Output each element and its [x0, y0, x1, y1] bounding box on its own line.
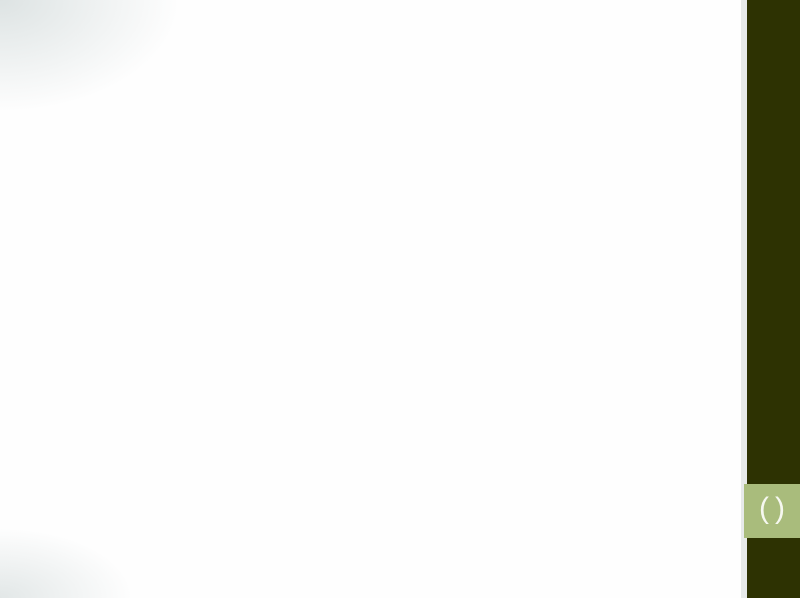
surface-plot-top-right — [380, 86, 726, 336]
left-bracket-icon: ( — [759, 492, 769, 525]
right-bracket-icon: ) — [775, 492, 785, 525]
surface-plot-canvas — [380, 86, 726, 336]
surface-plot-canvas — [30, 86, 376, 336]
surface-plot-top-left — [30, 86, 376, 336]
surface-plot-canvas — [380, 348, 726, 598]
surface-plot-canvas — [30, 348, 376, 598]
surface-plot-bottom-left — [30, 348, 376, 598]
sidebar-separator — [741, 0, 747, 598]
page-number-badge: ( ) — [744, 484, 800, 538]
surface-plot-bottom-right — [380, 348, 726, 598]
